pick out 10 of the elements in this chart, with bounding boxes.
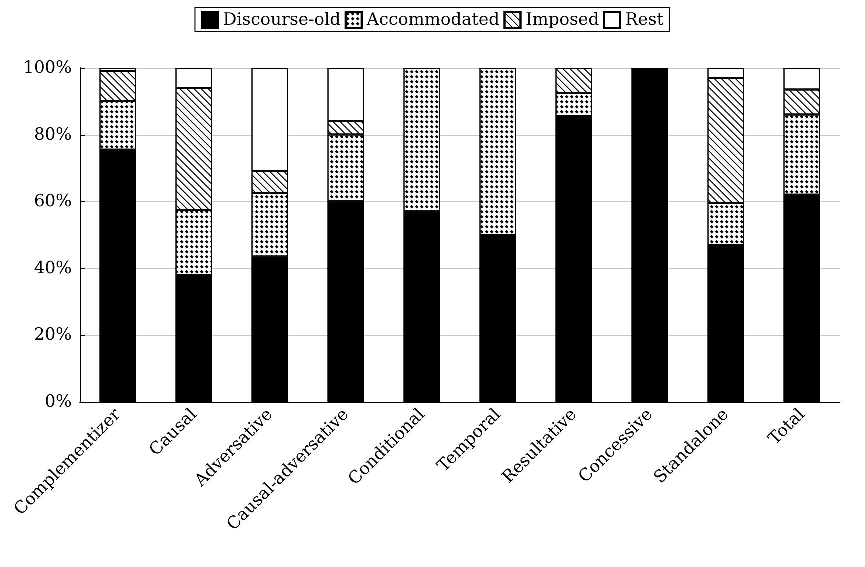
- y-tick-label: 80%: [34, 124, 72, 145]
- y-tick-label: 20%: [34, 325, 72, 346]
- legend-label: Discourse-old: [223, 10, 342, 30]
- y-tick-label: 0%: [45, 392, 72, 412]
- legend-label: Rest: [625, 10, 664, 30]
- y-tick-label: 100%: [23, 58, 72, 78]
- legend-label: Accommodated: [366, 10, 500, 30]
- y-tick-label: 60%: [34, 192, 72, 212]
- legend-label: Imposed: [526, 10, 600, 30]
- y-tick-label: 40%: [34, 258, 72, 278]
